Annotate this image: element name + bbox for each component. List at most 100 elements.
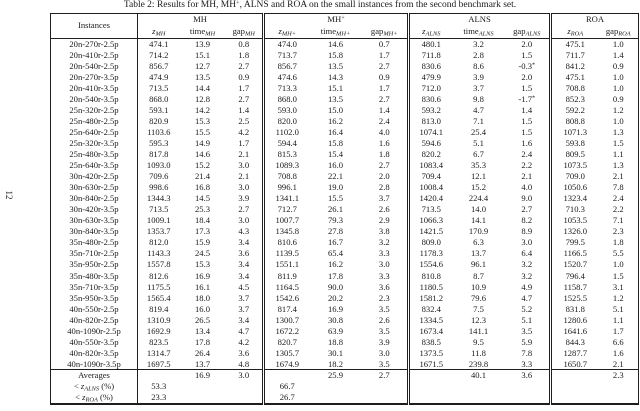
- value-cell: 3.3: [378, 248, 390, 259]
- instance-cell: 40n-1090r-2.5p: [67, 325, 121, 336]
- table-row: 35n-480r-3.5p 812.6 16.9 3.4 811.9 17.8 3.3 810…: [51, 270, 639, 282]
- value-cell: 26.5: [194, 314, 211, 325]
- value-cell: 712.7: [262, 204, 310, 216]
- value-cell: 830.6: [407, 60, 453, 72]
- value-cell: 30.1: [327, 347, 344, 358]
- value-cell: 65.4: [327, 248, 344, 259]
- value-cell: 1421.5: [407, 226, 453, 238]
- value-cell: 3.7: [238, 303, 250, 314]
- summary-value-cell: 66.7: [262, 381, 310, 393]
- value-cell: 6.3: [473, 237, 484, 248]
- value-cell: 7.5: [473, 303, 484, 314]
- value-cell: 593.8: [549, 137, 599, 149]
- subscript: MH: [244, 30, 255, 38]
- value-cell: 26.1: [327, 204, 344, 215]
- subscript: ROA: [618, 30, 631, 38]
- instance-cell: 35n-480r-2.5p: [69, 237, 119, 248]
- value-cell: 2.7: [238, 204, 250, 215]
- summary-row: < zALNS (%) 53.3 66.7: [51, 381, 639, 393]
- value-cell: 1650.7: [549, 358, 599, 370]
- value-cell: 868.0: [137, 93, 180, 105]
- value-cell: 2.2: [521, 160, 533, 171]
- summary-value-cell: 23.3: [137, 392, 180, 405]
- value-cell: 1.1: [612, 148, 624, 159]
- col-header-time-alns: timeALNS: [452, 24, 505, 39]
- value-cell: 2.9: [378, 215, 390, 226]
- instance-cell: 35n-710r-2.5p: [69, 248, 119, 259]
- value-cell: 711.8: [407, 49, 453, 61]
- group-header-roa: ROA: [549, 13, 639, 25]
- value-cell: 844.3: [549, 336, 599, 348]
- value-cell: 4.0: [521, 182, 533, 193]
- summary-value-cell: 2.3: [598, 369, 639, 382]
- value-cell: 1.2: [612, 292, 624, 303]
- value-cell: 2.7: [378, 60, 390, 71]
- value-cell: 480.1: [407, 38, 453, 50]
- col-header-z-mh-plus: zMH+: [262, 24, 310, 39]
- value-cell: 2.1: [238, 171, 250, 182]
- subscript: MH+: [336, 30, 351, 38]
- value-cell: 709.6: [137, 171, 180, 183]
- value-cell: 838.5: [407, 336, 453, 348]
- table-row: 35n-710r-3.5p 1175.5 16.1 4.5 1164.5 90.0 3.6 1…: [51, 281, 639, 293]
- value-cell: 1581.2: [407, 292, 453, 304]
- value-cell: 18.4: [194, 215, 211, 226]
- value-cell: 1103.6: [137, 126, 180, 138]
- value-cell: 831.8: [549, 303, 599, 315]
- value-cell: 1.5: [612, 137, 624, 148]
- value-cell: 3.5: [521, 325, 533, 336]
- summary-label: < zALNS (%): [73, 381, 115, 393]
- caption-prefix: Table 2: Results for MH, MH: [123, 0, 237, 10]
- value-cell: 474.6: [262, 71, 310, 83]
- value-cell: 1164.5: [262, 281, 310, 293]
- z-symbol: z: [80, 381, 85, 392]
- summary-value-cell: [599, 381, 639, 392]
- summary-value-cell: 16.9: [179, 369, 226, 382]
- subscript: MH+: [281, 30, 297, 38]
- value-cell: 820.9: [137, 115, 180, 127]
- value-cell: -1.7*: [518, 93, 536, 104]
- table-row: 40n-820r-2.5p 1310.9 26.5 3.4 1300.7 30.8 2.6 1…: [51, 314, 639, 326]
- value-cell: 1.8: [612, 237, 624, 248]
- value-cell: 1.7: [378, 49, 390, 60]
- value-cell: 1.7: [238, 137, 250, 148]
- value-cell: 3.5: [378, 325, 390, 336]
- value-cell: 13.7: [471, 248, 487, 259]
- value-cell: 2.7: [238, 93, 250, 104]
- summary-label: Averages: [50, 369, 138, 382]
- value-cell: 1557.8: [137, 259, 180, 271]
- value-cell: 0.8: [238, 38, 250, 49]
- value-cell: 3.3: [521, 358, 533, 369]
- value-cell: 25.4: [471, 126, 487, 137]
- table-row: 20n-270r-2.5p 474.1 13.9 0.8 474.0 14.6 0.7 480…: [51, 38, 639, 50]
- col-header-z-alns: zALNS: [407, 24, 453, 39]
- instance-cell: 20n-410r-2.5p: [69, 49, 119, 60]
- instance-cell: 40n-820r-2.5p: [69, 314, 119, 325]
- value-cell: 820.0: [262, 115, 310, 127]
- value-cell: 708.8: [262, 171, 310, 183]
- value-cell: 9.0: [521, 193, 533, 204]
- summary-value-cell: [180, 393, 226, 404]
- value-cell: 713.5: [407, 204, 453, 216]
- value-cell: 7.8: [612, 182, 624, 193]
- value-cell: 1180.5: [407, 281, 453, 293]
- subscript: ALNS: [425, 30, 441, 38]
- value-cell: 18.8: [327, 336, 344, 347]
- value-cell: 819.4: [137, 303, 180, 315]
- value-cell: 26.4: [194, 347, 211, 358]
- value-cell: 3.9: [238, 193, 250, 204]
- summary-value-cell: [407, 369, 453, 382]
- value-cell: 3.7: [238, 292, 250, 303]
- summary-value-cell: [362, 393, 409, 404]
- value-cell: 3.7: [473, 82, 484, 93]
- instance-cell: 35n-480r-3.5p: [69, 270, 119, 281]
- value-cell: 6.4: [521, 248, 533, 259]
- value-cell: 224.4: [468, 193, 489, 204]
- value-cell: 3.0: [378, 259, 390, 270]
- table-row: 30n-630r-3.5p 1009.1 18.4 3.0 1007.7 79.3 2.9 1…: [51, 215, 639, 227]
- value-cell: 1139.5: [262, 248, 310, 260]
- value-cell: 3.6: [378, 281, 390, 292]
- value-cell: 475.1: [549, 38, 599, 50]
- table-row: 25n-320r-3.5p 595.3 14.9 1.7 594.4 15.8 1.6 594…: [51, 137, 639, 149]
- subscript: MH+: [383, 30, 398, 38]
